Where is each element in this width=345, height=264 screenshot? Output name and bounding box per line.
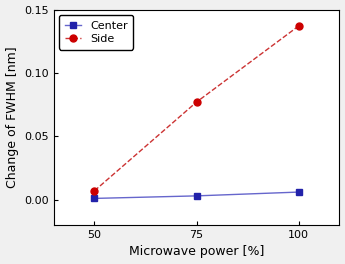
Side: [92, 189, 97, 192]
Center: [297, 191, 301, 194]
Center: [92, 197, 97, 200]
Side: [195, 101, 199, 104]
Line: Center: Center: [92, 189, 302, 201]
Center: [195, 194, 199, 197]
Side: [297, 25, 301, 28]
X-axis label: Microwave power [%]: Microwave power [%]: [129, 246, 264, 258]
Legend: Center, Side: Center, Side: [59, 15, 134, 50]
Line: Side: Side: [91, 22, 302, 194]
Y-axis label: Change of FWHM [nm]: Change of FWHM [nm]: [6, 46, 19, 188]
